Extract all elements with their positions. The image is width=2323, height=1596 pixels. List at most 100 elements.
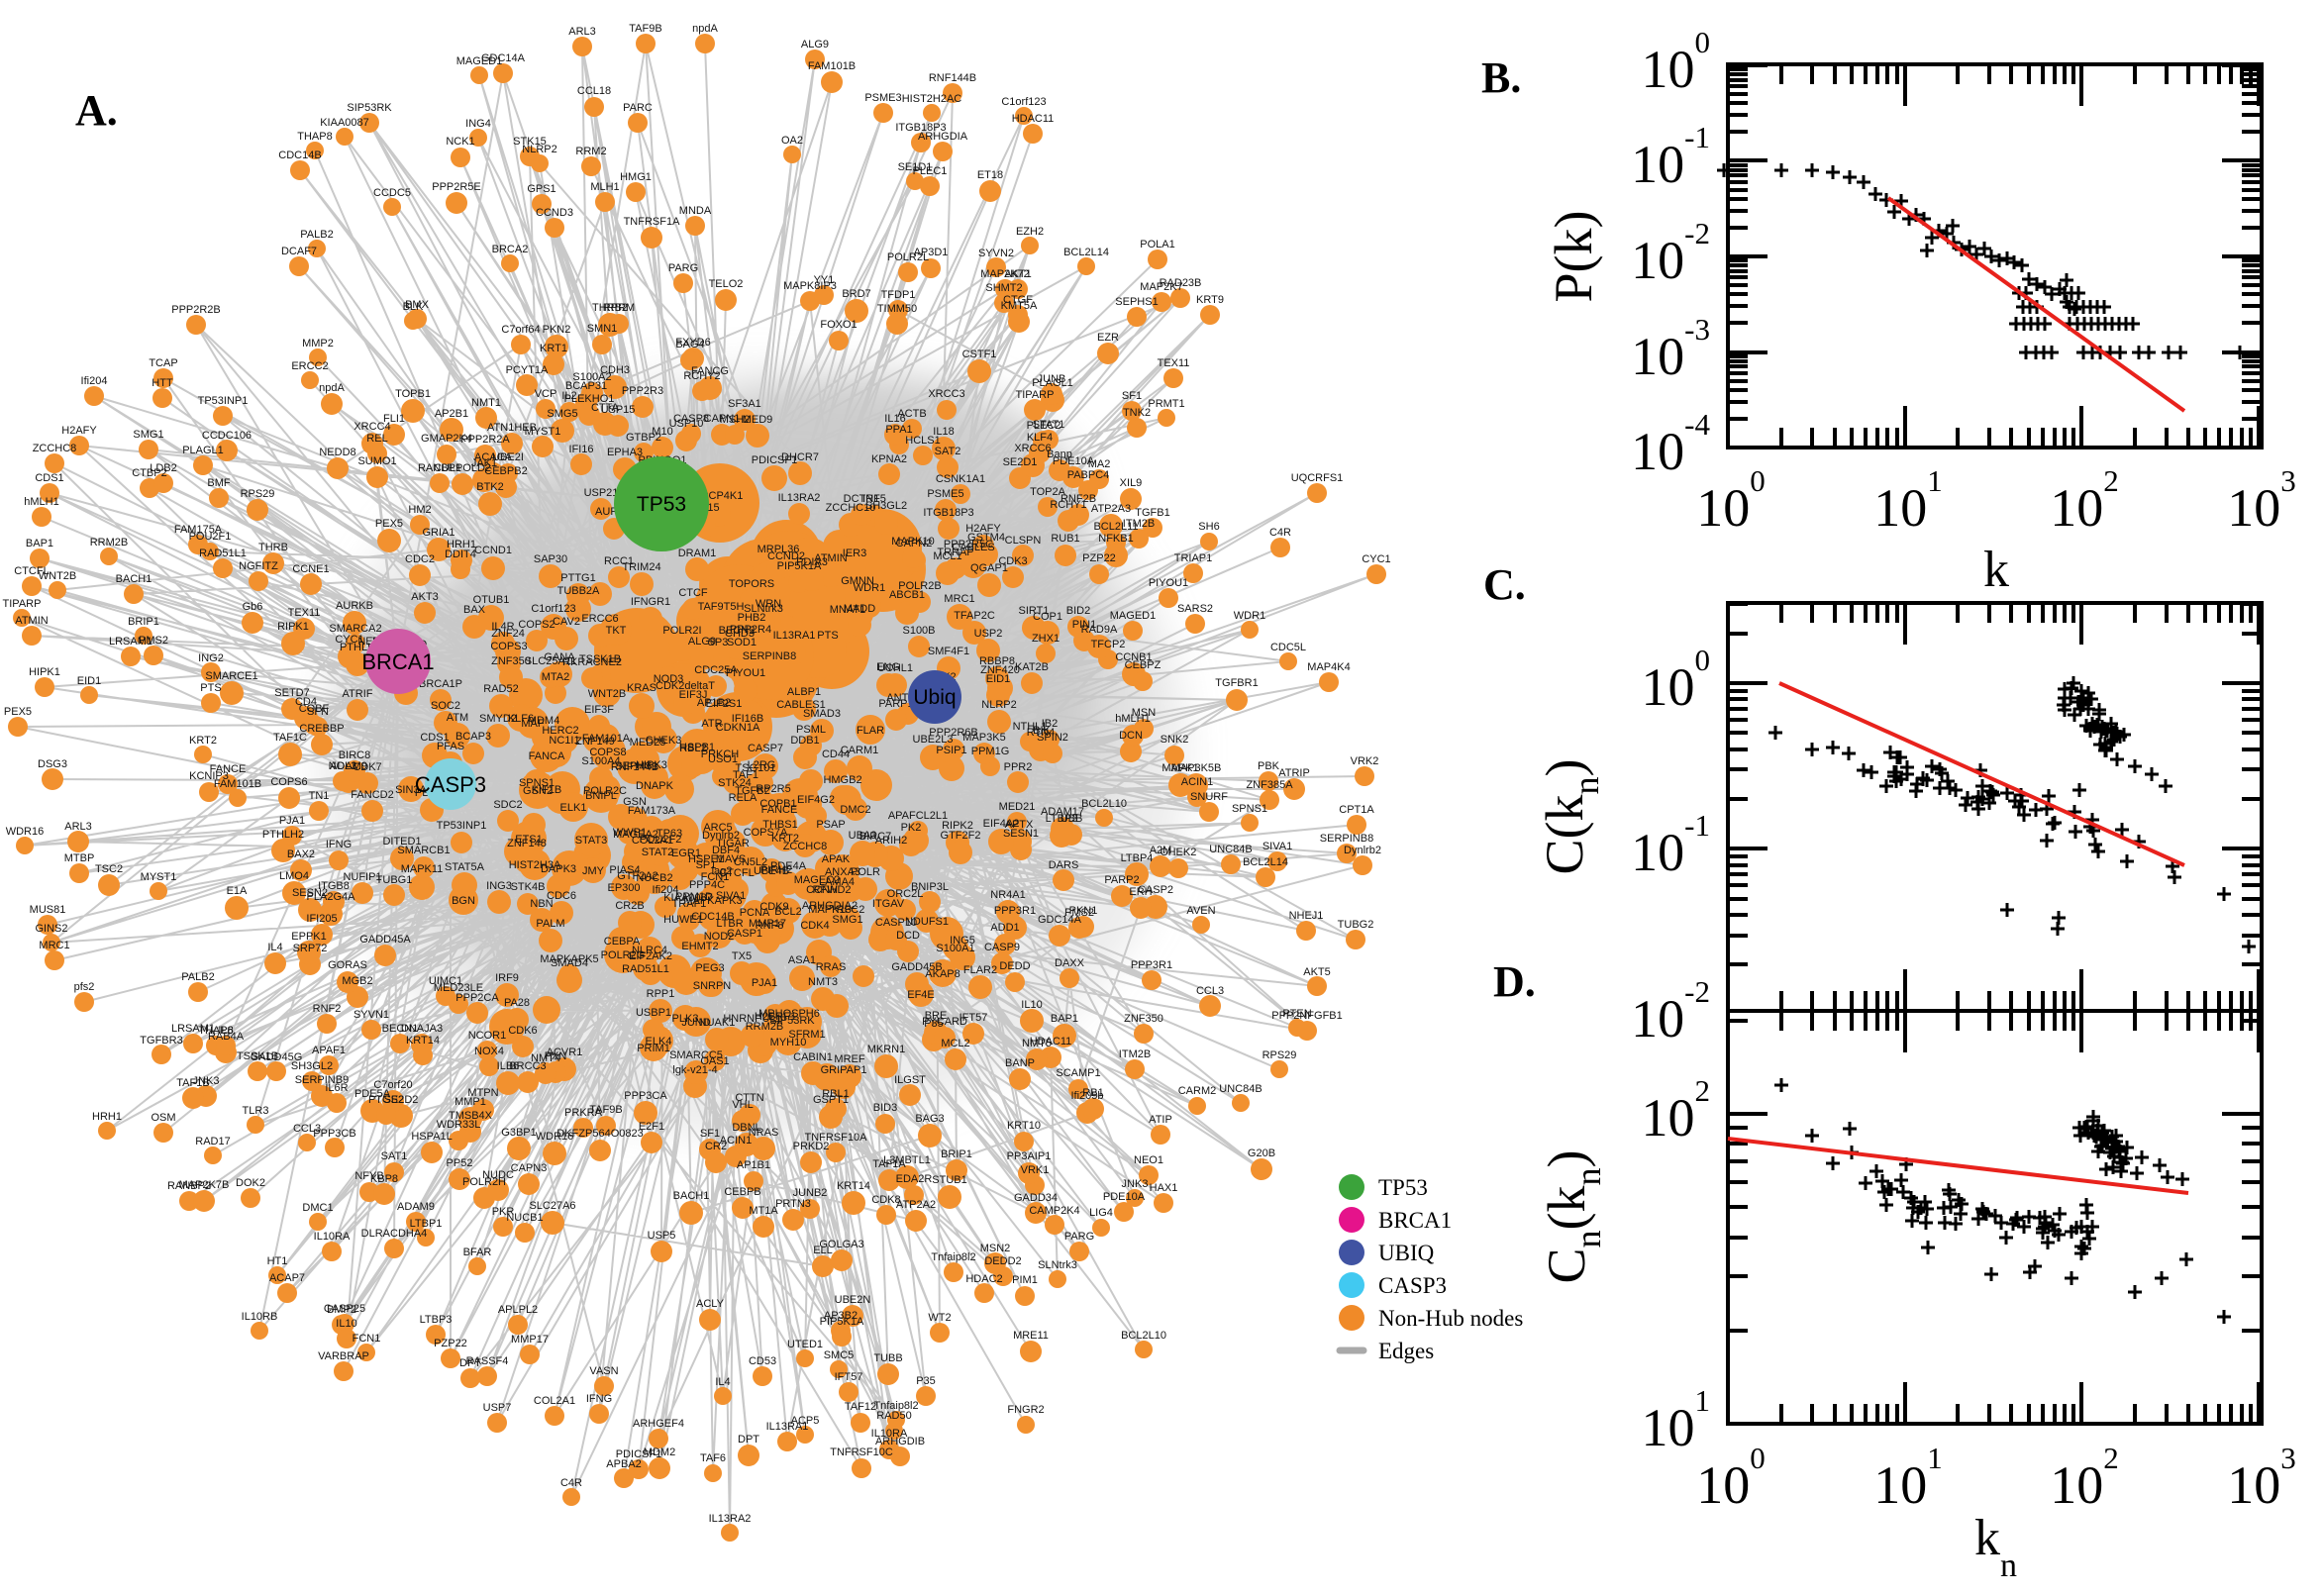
svg-text:ELK4: ELK4 <box>646 1036 672 1047</box>
svg-text:WDR1: WDR1 <box>1234 610 1265 622</box>
svg-text:100: 100 <box>1696 1441 1766 1515</box>
svg-text:TUBB2A: TUBB2A <box>557 585 600 597</box>
svg-text:HRH1: HRH1 <box>92 1111 122 1123</box>
svg-text:DNAPK: DNAPK <box>636 780 674 792</box>
svg-text:MAPK10: MAPK10 <box>891 536 934 548</box>
svg-text:JNK3: JNK3 <box>193 1075 220 1087</box>
svg-text:LTBP1: LTBP1 <box>410 1218 443 1230</box>
svg-text:ILGST: ILGST <box>894 1074 926 1086</box>
svg-text:SETD7: SETD7 <box>274 687 309 699</box>
svg-text:IFI205: IFI205 <box>306 913 337 925</box>
svg-text:MAVS: MAVS <box>716 853 746 865</box>
svg-text:UCHL1: UCHL1 <box>877 662 913 674</box>
svg-text:CPT1A: CPT1A <box>1339 804 1374 816</box>
svg-text:FLAR2: FLAR2 <box>963 964 997 976</box>
svg-text:SERPINB8: SERPINB8 <box>1320 833 1373 845</box>
svg-text:ZNF148: ZNF148 <box>507 838 547 849</box>
svg-text:ILB6: ILB6 <box>497 1060 520 1072</box>
svg-text:CHEK2: CHEK2 <box>1161 847 1197 858</box>
svg-text:EIF4A2: EIF4A2 <box>983 818 1020 830</box>
svg-text:TAF9T5H: TAF9T5H <box>698 601 745 613</box>
svg-text:TCAP: TCAP <box>149 357 177 369</box>
svg-text:DCAF7: DCAF7 <box>281 246 317 257</box>
svg-text:100: 100 <box>1696 463 1766 538</box>
svg-text:TRAF1: TRAF1 <box>672 898 707 910</box>
svg-text:CAMP2K4: CAMP2K4 <box>1029 1205 1079 1217</box>
svg-text:SEPHS1: SEPHS1 <box>615 760 657 772</box>
svg-text:COPS3: COPS3 <box>490 641 527 652</box>
svg-text:TNFRSF1A: TNFRSF1A <box>624 216 681 228</box>
svg-text:IL13RA1: IL13RA1 <box>773 630 816 642</box>
svg-text:STK4B: STK4B <box>511 881 546 893</box>
svg-text:CASP1: CASP1 <box>727 928 762 940</box>
svg-text:BCL2L11: BCL2L11 <box>1093 521 1138 533</box>
svg-text:WDR1: WDR1 <box>854 582 885 594</box>
svg-text:CASP9: CASP9 <box>984 942 1020 953</box>
svg-text:npdA: npdA <box>692 23 718 35</box>
svg-text:NC1I1: NC1I1 <box>549 735 579 747</box>
svg-text:MCL2: MCL2 <box>941 1038 969 1049</box>
svg-text:PLEC1: PLEC1 <box>913 165 948 177</box>
svg-text:MAPK8IP3: MAPK8IP3 <box>783 280 837 292</box>
svg-text:SOD1: SOD1 <box>727 637 757 648</box>
svg-text:USP5: USP5 <box>648 1230 676 1242</box>
svg-text:SAT2: SAT2 <box>935 446 961 457</box>
svg-text:C4R: C4R <box>1269 527 1291 539</box>
svg-text:TGFB2: TGFB2 <box>735 785 769 797</box>
svg-text:ITM2B: ITM2B <box>1119 1048 1151 1060</box>
svg-text:PHB2: PHB2 <box>738 612 766 624</box>
svg-text:SLNtrk3: SLNtrk3 <box>1038 1259 1077 1271</box>
svg-text:PIP5K1A: PIP5K1A <box>777 560 822 572</box>
svg-text:POLA1: POLA1 <box>1140 239 1174 250</box>
svg-text:k: k <box>1983 542 2009 598</box>
svg-text:LTBP3: LTBP3 <box>420 1314 453 1326</box>
svg-text:PTS: PTS <box>817 630 838 642</box>
svg-text:SEPHS1: SEPHS1 <box>1115 296 1158 308</box>
svg-text:S100A1: S100A1 <box>936 943 974 954</box>
svg-text:ATP2A3: ATP2A3 <box>1091 503 1131 515</box>
svg-text:LTBR: LTBR <box>716 918 743 930</box>
svg-text:SMARCB1: SMARCB1 <box>397 845 450 856</box>
svg-text:SE2D2: SE2D2 <box>384 1094 419 1106</box>
svg-text:TOPB1: TOPB1 <box>395 388 431 400</box>
svg-text:CYC1: CYC1 <box>1362 553 1390 565</box>
svg-text:SAT1: SAT1 <box>381 1150 408 1162</box>
svg-text:FANCA: FANCA <box>529 750 565 762</box>
svg-text:AKT1: AKT1 <box>1004 268 1032 280</box>
svg-text:NDUFS1: NDUFS1 <box>905 916 949 928</box>
svg-text:E1A: E1A <box>227 885 248 897</box>
svg-text:NHEJ1: NHEJ1 <box>1289 910 1324 922</box>
svg-text:10-4: 10-4 <box>1631 407 1710 481</box>
svg-text:POU2F1: POU2F1 <box>189 531 232 543</box>
svg-text:EIF3F: EIF3F <box>584 704 614 716</box>
svg-text:IL2: IL2 <box>561 390 576 402</box>
svg-text:USP10: USP10 <box>669 418 704 430</box>
svg-text:TUBG2: TUBG2 <box>1338 919 1374 931</box>
svg-text:HDAC2: HDAC2 <box>965 1273 1002 1285</box>
svg-text:MDM2: MDM2 <box>644 1446 675 1458</box>
svg-text:MAGEC2: MAGEC2 <box>794 874 840 886</box>
svg-text:MAGED1: MAGED1 <box>456 55 502 67</box>
svg-text:CCDC5: CCDC5 <box>373 187 411 199</box>
svg-text:PALB2: PALB2 <box>300 229 333 241</box>
svg-text:MCL1: MCL1 <box>933 550 961 562</box>
svg-text:KIAA0087: KIAA0087 <box>320 117 369 129</box>
svg-text:JUNB: JUNB <box>1038 373 1066 385</box>
svg-text:TP53INP1: TP53INP1 <box>437 820 487 832</box>
svg-text:CASP3: CASP3 <box>415 772 486 797</box>
svg-text:SERPINB9: SERPINB9 <box>295 1074 349 1086</box>
svg-text:EPPK1: EPPK1 <box>291 931 326 943</box>
svg-text:IL6R: IL6R <box>325 1082 348 1094</box>
svg-text:CDC2: CDC2 <box>405 553 435 565</box>
svg-text:DKFZP564O0823: DKFZP564O0823 <box>556 1128 643 1140</box>
svg-text:hMLH1: hMLH1 <box>1115 713 1150 725</box>
svg-text:ING3: ING3 <box>486 880 512 892</box>
svg-text:PPP3R1: PPP3R1 <box>1131 959 1172 971</box>
svg-text:RFC2: RFC2 <box>837 904 865 916</box>
svg-text:EGR1: EGR1 <box>671 848 701 859</box>
svg-text:PLA2G4A: PLA2G4A <box>307 891 356 903</box>
svg-text:JUND: JUND <box>681 1017 710 1029</box>
svg-text:ERCC2: ERCC2 <box>291 360 328 372</box>
svg-text:GDC14A: GDC14A <box>1038 914 1082 926</box>
svg-text:MTPN: MTPN <box>467 1087 498 1099</box>
